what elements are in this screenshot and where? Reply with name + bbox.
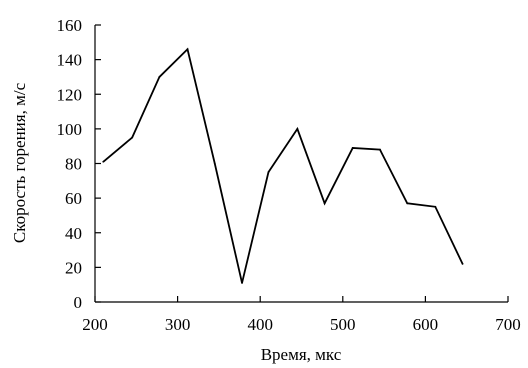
y-tick-label: 80 [65, 155, 82, 174]
y-axis-title: Скорость горения, м/с [10, 82, 29, 243]
x-tick-label: 500 [330, 315, 356, 334]
y-ticks: 0 20 40 60 80 100 120 140 160 [57, 16, 101, 312]
x-ticks: 200 300 400 500 600 700 [82, 296, 521, 334]
y-tick-label: 160 [57, 16, 83, 35]
data-point [131, 136, 134, 139]
x-tick-label: 700 [495, 315, 521, 334]
data-point [186, 48, 189, 51]
y-tick-label: 60 [65, 189, 82, 208]
x-tick-label: 400 [247, 315, 273, 334]
y-tick-label: 140 [57, 51, 83, 70]
series-line [102, 47, 464, 284]
y-tick-label: 20 [65, 258, 82, 277]
x-axis-title: Время, мкс [261, 345, 342, 364]
y-tick-label: 100 [57, 120, 83, 139]
series-layer [102, 47, 464, 284]
y-tick-label: 40 [65, 224, 82, 243]
x-tick-label: 600 [413, 315, 439, 334]
data-point [461, 263, 464, 265]
data-point [241, 282, 243, 284]
data-point [267, 171, 270, 174]
x-tick-label: 200 [82, 315, 108, 334]
data-point [158, 76, 161, 78]
data-point [406, 202, 409, 205]
x-tick-label: 300 [165, 315, 191, 334]
data-point [434, 205, 437, 208]
y-tick-label: 0 [74, 293, 83, 312]
data-point [379, 148, 381, 151]
data-point [323, 202, 326, 205]
data-point [351, 147, 354, 149]
data-point [213, 162, 216, 165]
data-point [102, 160, 105, 163]
y-tick-label: 120 [57, 85, 83, 104]
data-point [296, 127, 299, 130]
